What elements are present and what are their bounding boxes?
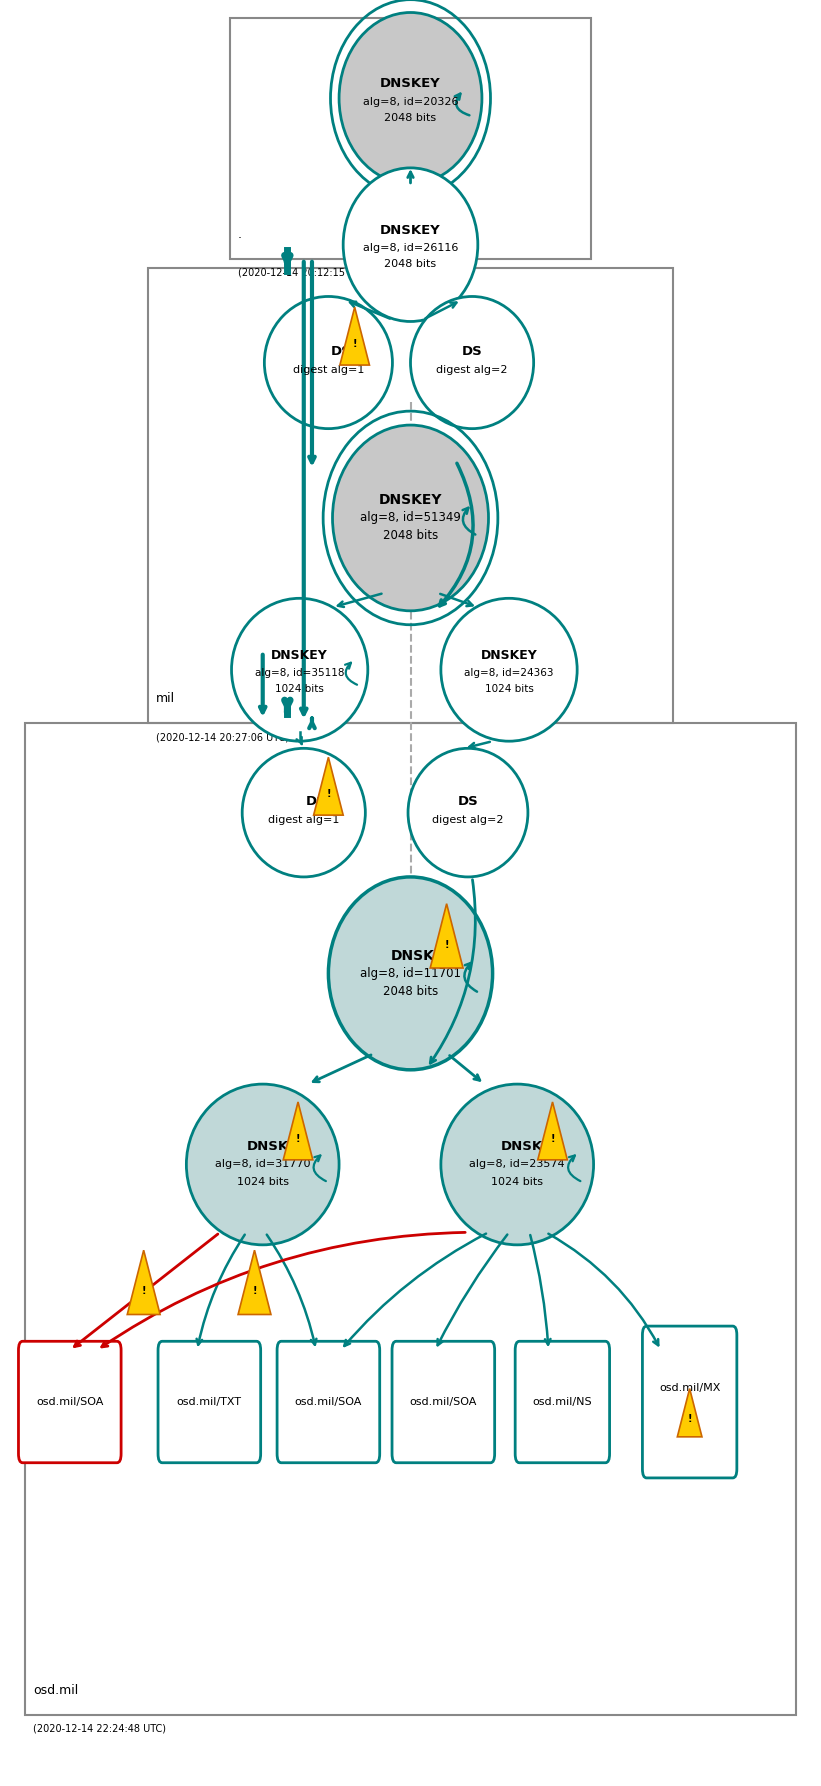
Ellipse shape — [339, 13, 482, 184]
Text: alg=8, id=11701: alg=8, id=11701 — [360, 966, 461, 981]
Text: 2048 bits: 2048 bits — [383, 984, 438, 998]
Text: osd.mil/NS: osd.mil/NS — [533, 1397, 592, 1407]
Bar — [230, 18, 591, 259]
Text: !: ! — [687, 1415, 692, 1425]
Polygon shape — [430, 904, 463, 968]
Text: DNSKEY: DNSKEY — [246, 1139, 307, 1154]
Ellipse shape — [410, 296, 534, 429]
Text: (2020-12-14 20:12:15 UTC): (2020-12-14 20:12:15 UTC) — [238, 268, 371, 279]
Text: alg=8, id=51349: alg=8, id=51349 — [360, 511, 461, 525]
Text: 1024 bits: 1024 bits — [275, 684, 324, 695]
Ellipse shape — [242, 748, 365, 877]
Text: DS: DS — [461, 345, 483, 359]
Polygon shape — [538, 1102, 567, 1159]
Text: digest alg=2: digest alg=2 — [436, 364, 508, 375]
Text: DNSKEY: DNSKEY — [380, 77, 441, 91]
Ellipse shape — [186, 1084, 339, 1245]
Text: 1024 bits: 1024 bits — [236, 1177, 289, 1188]
Text: DNSKEY: DNSKEY — [380, 223, 441, 238]
FancyBboxPatch shape — [19, 1341, 122, 1463]
Text: alg=8, id=35118: alg=8, id=35118 — [255, 668, 345, 679]
Text: alg=8, id=23574: alg=8, id=23574 — [470, 1159, 565, 1170]
Text: !: ! — [252, 1286, 257, 1297]
Text: !: ! — [326, 789, 331, 798]
Polygon shape — [238, 1250, 271, 1314]
Text: mil: mil — [156, 693, 175, 705]
Text: !: ! — [296, 1134, 300, 1143]
Text: !: ! — [550, 1134, 555, 1143]
Text: DS: DS — [330, 345, 351, 359]
Ellipse shape — [264, 296, 392, 429]
Text: DNSKEY: DNSKEY — [501, 1139, 562, 1154]
Text: 2048 bits: 2048 bits — [384, 113, 437, 123]
Polygon shape — [127, 1250, 160, 1314]
Text: DS: DS — [305, 795, 327, 809]
Polygon shape — [340, 307, 369, 364]
FancyBboxPatch shape — [643, 1325, 737, 1479]
Ellipse shape — [441, 1084, 594, 1245]
Ellipse shape — [343, 168, 478, 321]
Text: !: ! — [352, 339, 357, 348]
Text: 2048 bits: 2048 bits — [383, 529, 438, 543]
Text: 1024 bits: 1024 bits — [491, 1177, 544, 1188]
Polygon shape — [314, 757, 343, 814]
Bar — [148, 268, 673, 723]
Text: 1024 bits: 1024 bits — [484, 684, 534, 695]
Text: alg=8, id=20326: alg=8, id=20326 — [363, 96, 458, 107]
Text: 2048 bits: 2048 bits — [384, 259, 437, 270]
FancyBboxPatch shape — [516, 1341, 609, 1463]
Ellipse shape — [232, 598, 368, 741]
Text: DS: DS — [457, 795, 479, 809]
Text: (2020-12-14 20:27:06 UTC): (2020-12-14 20:27:06 UTC) — [156, 732, 289, 743]
Text: DNSKEY: DNSKEY — [378, 493, 443, 507]
Text: DNSKEY: DNSKEY — [271, 648, 328, 663]
Text: alg=8, id=26116: alg=8, id=26116 — [363, 243, 458, 254]
Ellipse shape — [441, 598, 577, 741]
Text: !: ! — [444, 939, 449, 950]
Text: osd.mil/SOA: osd.mil/SOA — [295, 1397, 362, 1407]
Text: digest alg=1: digest alg=1 — [268, 814, 339, 825]
Text: .: . — [238, 229, 242, 241]
Text: digest alg=1: digest alg=1 — [293, 364, 364, 375]
Text: (2020-12-14 22:24:48 UTC): (2020-12-14 22:24:48 UTC) — [33, 1723, 166, 1734]
Text: alg=8, id=31770: alg=8, id=31770 — [215, 1159, 310, 1170]
Text: DNSKEY: DNSKEY — [480, 648, 538, 663]
Bar — [25, 723, 796, 1715]
Polygon shape — [677, 1390, 702, 1436]
FancyBboxPatch shape — [158, 1341, 261, 1463]
Polygon shape — [283, 1102, 313, 1159]
Ellipse shape — [328, 877, 493, 1070]
Ellipse shape — [333, 425, 488, 611]
Text: !: ! — [141, 1286, 146, 1297]
Text: osd.mil/MX: osd.mil/MX — [659, 1382, 720, 1393]
FancyBboxPatch shape — [392, 1341, 494, 1463]
Text: osd.mil: osd.mil — [33, 1684, 78, 1697]
Text: osd.mil/SOA: osd.mil/SOA — [36, 1397, 103, 1407]
Text: alg=8, id=24363: alg=8, id=24363 — [464, 668, 554, 679]
Text: DNSKEY: DNSKEY — [391, 948, 455, 963]
Text: osd.mil/SOA: osd.mil/SOA — [410, 1397, 477, 1407]
Text: osd.mil/TXT: osd.mil/TXT — [177, 1397, 242, 1407]
Text: digest alg=2: digest alg=2 — [432, 814, 504, 825]
FancyBboxPatch shape — [277, 1341, 380, 1463]
Ellipse shape — [408, 748, 528, 877]
